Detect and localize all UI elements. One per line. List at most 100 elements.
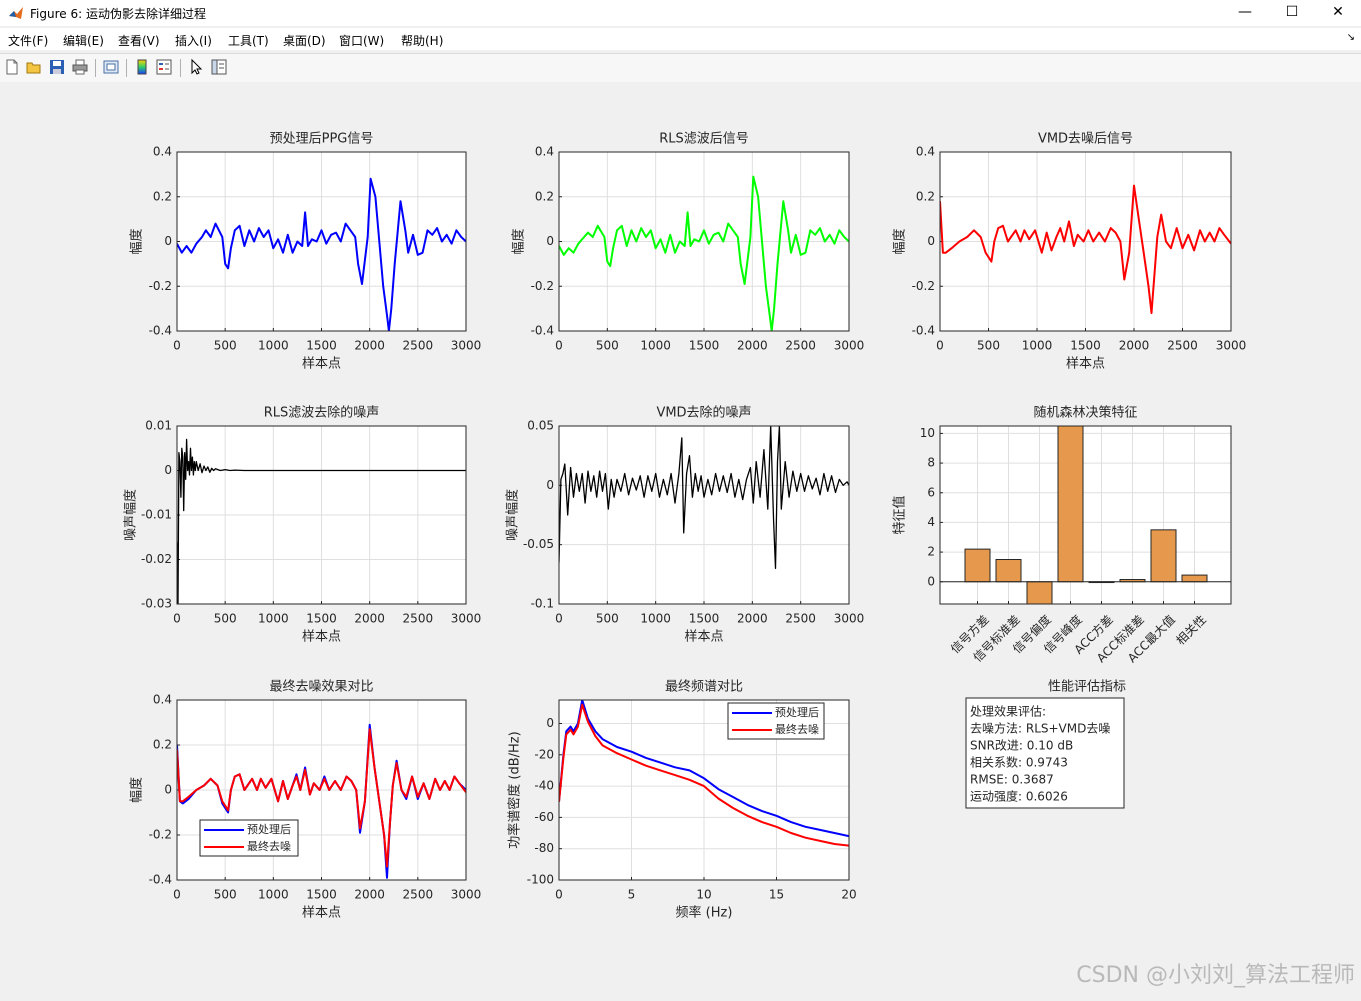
menu-file[interactable]: 文件(F) [8,34,49,48]
open-file-icon[interactable] [25,58,43,76]
menu-help[interactable]: 帮助(H) [401,34,444,48]
x-tick-label: 1500 [689,612,720,626]
x-tick-label: 5 [628,888,636,902]
y-tick-label: -80 [534,841,554,855]
x-tick-label: 500 [214,612,237,626]
y-tick-label: 0.4 [153,145,172,159]
y-axis-label: 功率谱密度 (dB/Hz) [507,731,523,848]
x-tick-label: 500 [596,339,619,353]
y-tick-label: 0.4 [916,145,935,159]
metrics-line: 相关系数: 0.9743 [970,755,1068,770]
x-tick-label: 2000 [737,339,768,353]
menu-tools[interactable]: 工具(T) [228,34,269,48]
menu-insert[interactable]: 插入(I) [175,34,212,48]
x-tick-label: 1000 [258,339,289,353]
legend-label: 最终去噪 [247,839,291,853]
series-line-0 [177,438,466,604]
x-tick-label: 2000 [354,888,385,902]
x-tick-label: 2000 [354,612,385,626]
x-tick-label: 2500 [785,339,816,353]
save-icon[interactable] [48,58,66,76]
y-tick-label: -0.2 [912,279,935,293]
x-tick-label: 15 [769,888,784,902]
axes-1: 0 500 1000 1500 2000 2500 3000 0.4 0.2 0 -0.2 -0.4 预… [129,132,482,372]
colorbar-icon[interactable] [133,58,151,76]
menu-desktop[interactable]: 桌面(D) [283,34,326,48]
close-icon: ✕ [1332,4,1344,20]
minimize-button[interactable]: — [1222,0,1268,26]
series-line-0 [940,184,1231,315]
y-tick-label: 0.2 [535,189,554,203]
menu-view[interactable]: 查看(V) [118,34,160,48]
print-icon[interactable] [71,58,89,76]
x-axis-label: 频率 (Hz) [676,905,733,921]
axes-frame [939,151,1232,332]
series-line-最终去噪 [559,703,849,847]
print-preview-icon[interactable] [102,58,120,76]
y-tick-label: 0 [927,574,935,588]
toolbar-separator [126,59,127,77]
x-tick-label: 1500 [306,339,337,353]
legend-icon[interactable] [155,58,173,76]
watermark: CSDN @小刘刘_算法工程师 [1076,963,1355,988]
x-tick-label: 0 [173,339,181,353]
bar [995,559,1022,583]
series-line-0 [559,175,849,331]
y-tick-label: 0 [927,234,935,248]
y-tick-label: 0.01 [145,419,172,433]
axes-frame [558,425,850,605]
y-tick-label: 0.2 [916,189,935,203]
x-tick-label: 1000 [640,339,671,353]
x-tick-label: 0 [555,612,563,626]
y-tick-label: -0.2 [531,279,554,293]
series-line-0 [177,177,466,331]
metrics-box [965,697,1125,809]
close-button[interactable]: ✕ [1315,0,1361,26]
x-tick-label: 20 [841,888,856,902]
legend-label: 最终去噪 [775,722,819,736]
y-tick-label: -0.02 [141,552,172,566]
pointer-icon[interactable] [187,58,205,76]
property-editor-icon[interactable] [210,58,228,76]
axes-7: 0 500 1000 1500 2000 2500 3000 0.4 0.2 0 -0.2 -0.4 预… [129,679,482,921]
y-axis-label: 特征值 [892,495,908,534]
metrics-line: 处理效果评估: [970,704,1046,719]
x-axis-label: 样本点 [302,630,341,645]
metrics-line: RMSE: 0.3687 [970,773,1054,787]
x-tick-label: 1000 [258,888,289,902]
y-tick-label: -20 [534,747,554,761]
menu-window[interactable]: 窗口(W) [339,34,385,48]
minimize-icon: — [1238,4,1252,20]
menu-edit[interactable]: 编辑(E) [63,34,104,48]
y-tick-label: -0.1 [531,597,554,611]
y-tick-label: -0.05 [523,537,554,551]
chart-title: RLS滤波后信号 [659,132,749,147]
menu-dock-arrow-icon[interactable]: ↘ [1346,32,1355,43]
window-titlebar: Figure 6: 运动伪影去除详细过程 — ☐ ✕ [0,0,1361,26]
bar [1057,426,1084,583]
y-axis-label: 幅度 [892,228,908,254]
maximize-button[interactable]: ☐ [1269,0,1315,26]
y-tick-label: 0 [164,234,172,248]
y-tick-label: -0.2 [149,828,172,842]
x-tick-label: 0 [555,339,563,353]
axes-frame [558,151,850,332]
x-tick-label: 3000 [451,612,482,626]
new-figure-icon[interactable] [3,58,21,76]
window-title: Figure 6: 运动伪影去除详细过程 [30,7,206,21]
axes-3: 0 500 1000 1500 2000 2500 3000 0.4 0.2 0 -0.2 -0.4 V… [892,132,1247,372]
axes-frame [558,699,850,881]
x-tick-label: 2500 [403,612,434,626]
y-tick-label: 0 [546,234,554,248]
x-tick-label: 3000 [451,339,482,353]
chart-title: RLS滤波去除的噪声 [264,405,380,421]
x-axis-label: 样本点 [684,630,723,645]
chart-title: 随机森林决策特征 [1033,405,1137,421]
y-tick-label: -0.4 [149,324,172,338]
axes-frame [176,699,467,881]
y-tick-label: 0.4 [153,693,172,707]
y-tick-label: -40 [534,779,554,793]
y-tick-label: 10 [920,426,935,440]
